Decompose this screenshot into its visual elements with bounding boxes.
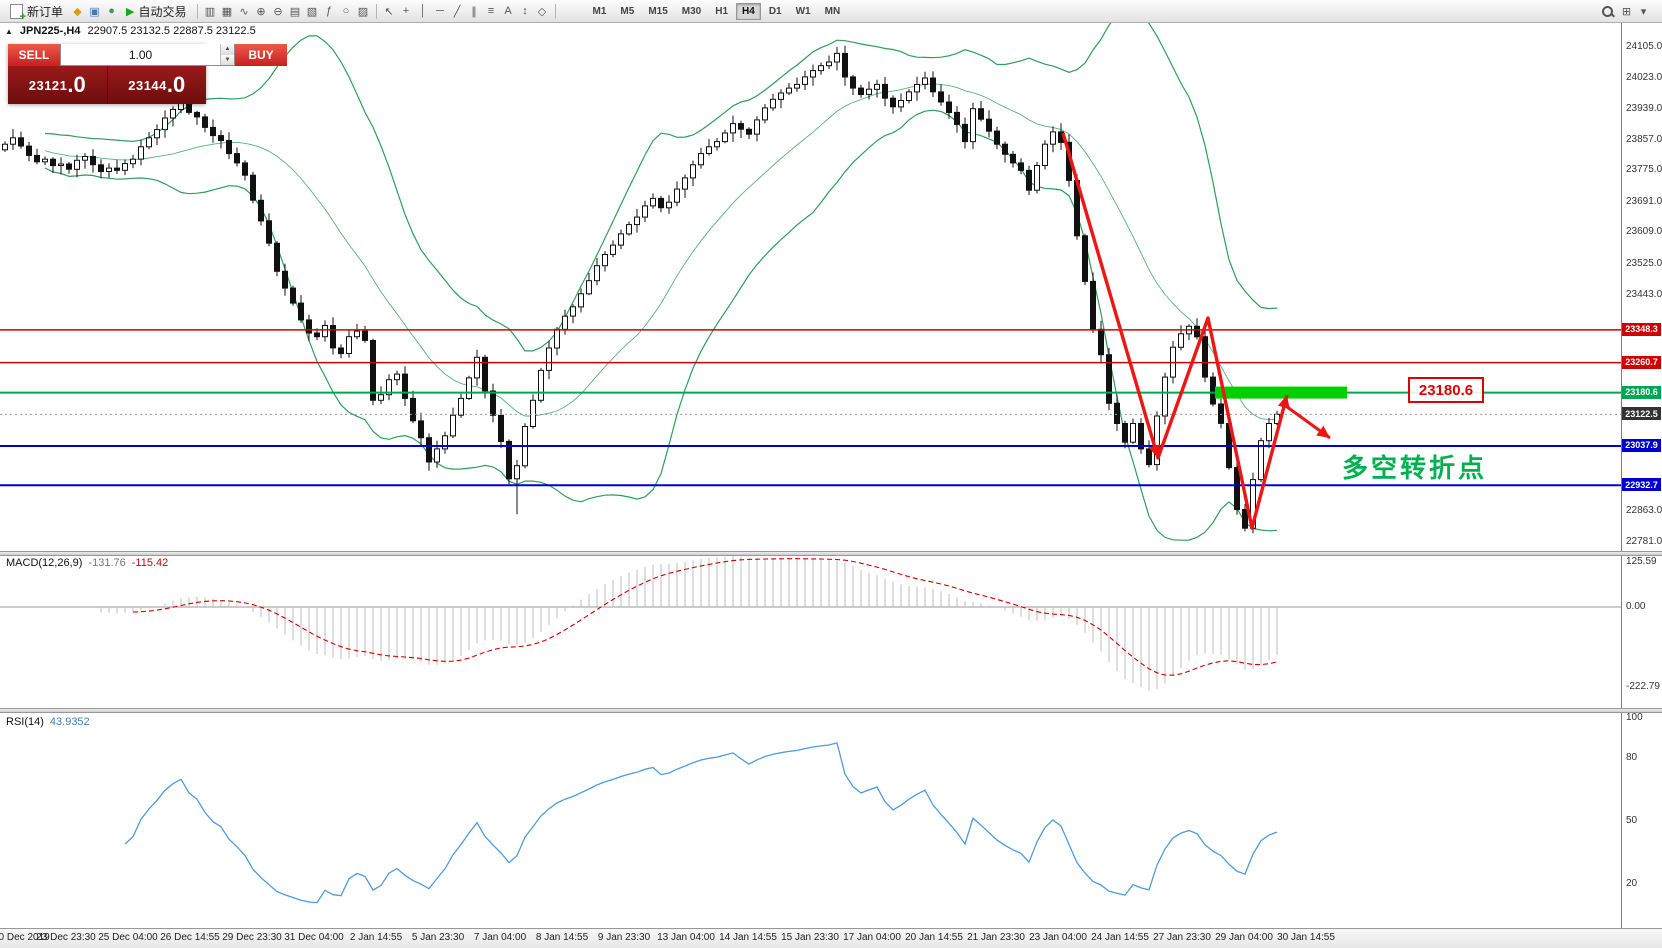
timeframe-m30[interactable]: M30 — [681, 5, 702, 17]
templates-icon[interactable]: ▨ — [357, 5, 369, 18]
timeframe-h4[interactable]: H4 — [736, 2, 761, 20]
toolbar: 新订单 ◆▣● ▶ 自动交易 ▥▦∿⊕⊖▤▧ƒ○▨ ↖+│─╱∥≡A↕◇ M1M… — [0, 0, 1662, 23]
timeframe-w1[interactable]: W1 — [795, 5, 811, 17]
time-axis[interactable] — [0, 928, 1662, 948]
new-order-icon — [10, 3, 26, 23]
rsi-label: RSI(14) 43.9352 — [6, 716, 90, 728]
arrow-tool-icon[interactable]: ↕ — [522, 5, 528, 17]
toolbar-right-icons: ⊞ ▾ — [1600, 3, 1658, 20]
text-icon[interactable]: A — [504, 5, 512, 17]
volume-up-button[interactable]: ▲ — [221, 44, 234, 55]
toolbar-separator — [375, 3, 377, 19]
terminal-icon[interactable]: ▣ — [89, 5, 100, 18]
macd-layer — [0, 556, 1621, 691]
new-order-label: 新订单 — [27, 4, 64, 19]
indicators-icon[interactable]: ƒ — [325, 5, 333, 17]
bar-chart-icon[interactable]: ▥ — [204, 5, 216, 18]
timeframe-mn[interactable]: MN — [824, 5, 841, 17]
one-click-trading-panel: SELL ▲ ▼ BUY 23121 .0 23144 .0 — [8, 44, 287, 104]
rsi-name: RSI(14) — [6, 716, 44, 728]
line-chart-icon[interactable]: ∿ — [239, 5, 249, 18]
symbol-period-label: JPN225-,H4 — [19, 25, 81, 37]
timeframe-m15[interactable]: M15 — [648, 5, 668, 17]
macd-signal-value: -115.42 — [131, 557, 169, 569]
buy-price[interactable]: 23144 .0 — [106, 66, 207, 104]
panel-separator[interactable] — [0, 551, 1662, 556]
ohlc-values-label: 22907.5 23132.5 22887.5 23122.5 — [87, 25, 256, 37]
chart-info-line: ▲ JPN225-,H4 22907.5 23132.5 22887.5 231… — [5, 25, 256, 37]
candlestick-chart-icon[interactable]: ▦ — [221, 5, 233, 18]
toolbar-chart-icons: ▥ ▦ ∿ ⊕ ⊖ ▤ ▧ ƒ ○ ▨ — [202, 3, 372, 20]
window-list-icon[interactable]: ▾ — [1640, 5, 1647, 18]
fibonacci-icon[interactable]: ≡ — [487, 5, 495, 17]
shapes-icon[interactable]: ◇ — [537, 5, 547, 18]
macd-label: MACD(12,26,9) -131.76 -115.42 — [6, 557, 168, 569]
cursor-icon[interactable]: ↖ — [384, 5, 394, 18]
new-window-icon[interactable]: ⊞ — [1621, 5, 1632, 18]
rsi-layer — [124, 742, 1278, 904]
price-note-label[interactable]: 23180.6 — [1408, 377, 1484, 403]
sell-price-pips: .0 — [67, 72, 86, 97]
horizontal-line-icon[interactable]: ─ — [436, 5, 444, 17]
toolbar-separator — [196, 3, 198, 19]
navigator-icon[interactable]: ● — [108, 5, 115, 17]
auto-trading-play-icon: ▶ — [126, 5, 135, 18]
collapse-triangle-icon[interactable]: ▲ — [5, 26, 13, 36]
macd-main-value: -131.76 — [88, 557, 126, 569]
auto-trading-label: 自动交易 — [138, 4, 187, 19]
rsi-value: 43.9352 — [49, 716, 90, 728]
toolbar-draw-icons: ↖ + │ ─ ╱ ∥ ≡ A ↕ ◇ — [381, 3, 551, 20]
vertical-line-icon[interactable]: │ — [419, 5, 427, 17]
buy-price-pips: .0 — [166, 72, 186, 97]
new-order-button[interactable]: 新订单 — [4, 2, 69, 23]
volume-control: ▲ ▼ — [60, 44, 235, 66]
history-center-icon[interactable]: ◆ — [73, 5, 82, 18]
trendline-icon[interactable]: ╱ — [453, 5, 461, 18]
volume-down-button[interactable]: ▼ — [221, 54, 234, 65]
timeframe-d1[interactable]: D1 — [768, 5, 782, 17]
toolbar-left-icons: ◆ ▣ ● — [69, 3, 120, 20]
timeframe-m1[interactable]: M1 — [592, 5, 607, 17]
buy-button[interactable]: BUY — [235, 44, 287, 66]
timeframe-h1[interactable]: H1 — [715, 5, 729, 17]
macd-name: MACD(12,26,9) — [6, 557, 83, 569]
search-icon[interactable] — [1600, 4, 1615, 19]
sell-price-main: 23121 — [28, 77, 68, 93]
price-axis-line — [1621, 22, 1622, 928]
auto-trading-button[interactable]: ▶ 自动交易 — [120, 2, 192, 21]
panel-separator[interactable] — [0, 708, 1662, 713]
tile-windows-icon[interactable]: ▤ — [289, 5, 301, 18]
buy-price-main: 23144 — [128, 77, 167, 93]
timeframe-group: M1 M5 M15 M30 H1 H4 D1 W1 MN — [586, 2, 848, 20]
sell-button[interactable]: SELL — [8, 44, 60, 66]
volume-spinner: ▲ ▼ — [220, 44, 234, 65]
zoom-in-icon[interactable]: ⊕ — [256, 5, 266, 18]
zoom-out-icon[interactable]: ⊖ — [273, 5, 283, 18]
sell-price[interactable]: 23121 .0 — [8, 66, 107, 104]
auto-arrange-icon[interactable]: ▧ — [306, 5, 318, 18]
crosshair-icon[interactable]: + — [402, 5, 410, 17]
channel-icon[interactable]: ∥ — [471, 5, 477, 18]
price-axis[interactable] — [1622, 22, 1662, 928]
timeframe-m5[interactable]: M5 — [620, 5, 635, 17]
volume-input[interactable] — [61, 44, 220, 65]
period-selector-icon[interactable]: ○ — [342, 5, 350, 17]
toolbar-separator — [554, 3, 556, 19]
annotation-text[interactable]: 多空转折点 — [1342, 453, 1488, 483]
